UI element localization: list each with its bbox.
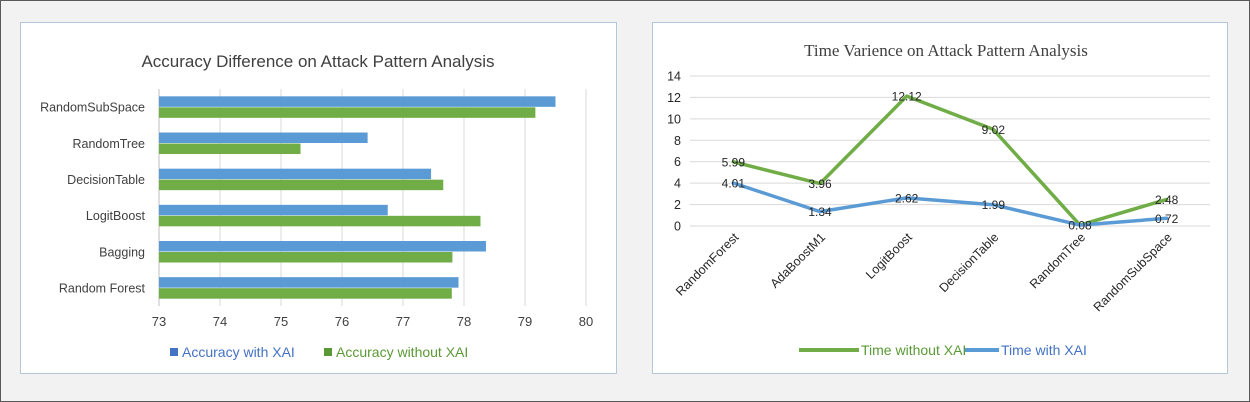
bar-accuracy-without-xai-decisiontable [159,179,444,191]
x-category-label: LogitBoost [863,230,915,282]
legend-label-time-without-xai: Time without XAI [861,342,966,358]
x-category-label: RandomForest [673,230,742,299]
data-label-time-without-xai: 5.99 [722,155,746,169]
y-tick-label: 8 [674,134,681,148]
accuracy-chart-panel: Accuracy Difference on Attack Pattern An… [20,22,617,374]
x-tick-label: 76 [335,314,349,329]
y-tick-label: 6 [674,155,681,169]
x-tick-label: 80 [579,314,593,329]
bar-accuracy-with-xai-randomsubspace [159,96,556,107]
x-category-label: DecisionTable [937,230,1002,295]
x-tick-label: 78 [457,314,471,329]
x-tick-label: 74 [213,314,227,329]
legend-swatch-accuracy-without-xai [324,348,332,356]
x-category-label: AdaBoostM1 [768,230,829,291]
data-label-time-with-xai: 0.72 [1155,212,1179,226]
bar-accuracy-without-xai-random-forest [159,288,452,299]
bar-accuracy-with-xai-bagging [159,241,486,252]
x-category-label: RandomSubSpace [1091,230,1175,314]
y-tick-label: 14 [667,70,681,84]
bar-accuracy-without-xai-bagging [159,252,453,263]
time-chart-legend: Time without XAI Time with XAI [799,342,1087,358]
time-chart-panel: Time Varience on Attack Pattern Analysis… [652,22,1228,374]
accuracy-chart-title: Accuracy Difference on Attack Pattern An… [141,52,494,71]
accuracy-chart-legend: Accuracy with XAI Accuracy without XAI [170,344,468,360]
bar-accuracy-with-xai-random-forest [159,277,459,288]
legend-swatch-accuracy-with-xai [170,348,178,356]
bar-accuracy-with-xai-randomtree [159,132,368,143]
y-tick-label: 10 [667,112,681,126]
bar-accuracy-without-xai-randomsubspace [159,107,536,118]
data-label-time-without-xai: 3.96 [808,177,832,191]
category-label: Bagging [99,245,145,259]
legend-label-time-with-xai: Time with XAI [1001,342,1087,358]
category-label: RandomTree [73,137,146,151]
line-time-with-xai [731,181,1169,227]
bar-accuracy-with-xai-decisiontable [159,168,432,180]
x-category-label: RandomTree [1027,230,1088,291]
time-line-chart: Time Varience on Attack Pattern Analysis… [667,41,1210,358]
x-tick-label: 79 [518,314,532,329]
legend-label-accuracy-with-xai: Accuracy with XAI [182,344,295,360]
category-label: DecisionTable [67,173,145,187]
data-label-time-without-xai: 2.48 [1155,193,1179,207]
legend-label-accuracy-without-xai: Accuracy without XAI [336,344,468,360]
data-label-time-without-xai: 9.02 [982,123,1006,137]
bar-accuracy-without-xai-randomtree [159,143,301,154]
data-label-time-with-xai: 1.34 [808,205,832,219]
x-tick-label: 73 [152,314,166,329]
category-label: LogitBoost [86,209,146,223]
y-tick-label: 2 [674,198,681,212]
y-tick-label: 12 [667,91,681,105]
bar-accuracy-without-xai-logitboost [159,215,481,227]
data-label-time-with-xai: 4.01 [722,177,746,191]
x-tick-label: 75 [274,314,288,329]
y-tick-label: 0 [674,220,681,234]
line-time-without-xai [731,94,1169,227]
data-label-time-without-xai: 12.12 [892,90,922,104]
bar-accuracy-with-xai-logitboost [159,204,388,216]
category-label: RandomSubSpace [40,101,145,115]
x-tick-label: 77 [396,314,410,329]
accuracy-bar-chart: Accuracy Difference on Attack Pattern An… [40,52,593,360]
time-chart-title: Time Varience on Attack Pattern Analysis [804,41,1088,60]
data-label-time-with-xai: 0.08 [1068,219,1092,233]
data-label-time-with-xai: 2.62 [895,191,919,205]
category-label: Random Forest [59,281,146,295]
y-tick-label: 4 [674,177,681,191]
data-label-time-with-xai: 1.99 [982,198,1006,212]
